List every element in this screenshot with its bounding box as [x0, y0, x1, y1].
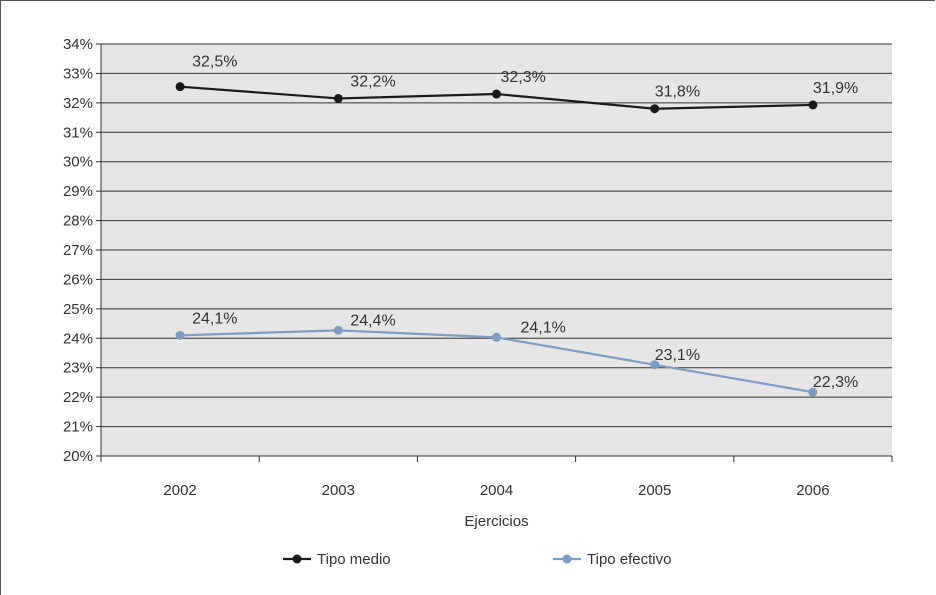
data-label: 32,3% — [501, 69, 546, 86]
y-tick-label: 25% — [63, 301, 93, 318]
y-tick-label: 33% — [63, 65, 93, 82]
data-point — [333, 325, 343, 335]
x-tick-label: 2006 — [796, 482, 829, 499]
y-axis-tick-labels: 20% 21% 22% 23% 24% 25% 26% 27% 28% 29% 30% 31% 32% 3… — [63, 36, 93, 465]
x-tick-label: 2005 — [638, 482, 671, 499]
data-label: 32,5% — [192, 54, 237, 71]
data-label: 24,1% — [521, 319, 566, 336]
data-label: 31,9% — [813, 80, 858, 97]
legend: Tipo medio Tipo efectivo — [283, 551, 672, 568]
data-point — [650, 104, 660, 114]
legend-marker — [562, 554, 572, 564]
y-tick-label: 34% — [63, 36, 93, 53]
data-point — [650, 360, 660, 370]
y-tick-label: 24% — [63, 330, 93, 347]
x-tick-label: 2002 — [163, 482, 196, 499]
legend-marker — [292, 554, 302, 564]
data-label: 23,1% — [655, 347, 700, 364]
data-point — [492, 89, 501, 99]
legend-label: Tipo medio — [317, 551, 391, 568]
y-tick-label: 31% — [63, 124, 93, 141]
y-tick-label: 27% — [63, 242, 93, 259]
legend-item: Tipo medio — [283, 551, 391, 568]
x-axis-tick-labels: 2002 2003 2004 2005 2006 — [163, 482, 829, 499]
axes — [96, 43, 893, 462]
data-point — [808, 387, 818, 397]
series-tipo-efectivo: 24,1% 24,4% 24,1% 23,1% 22,3% — [175, 310, 858, 397]
data-point — [175, 82, 185, 92]
data-label: 32,2% — [350, 73, 395, 90]
y-tick-label: 26% — [63, 271, 93, 288]
legend-item: Tipo efectivo — [553, 551, 672, 568]
y-tick-label: 20% — [63, 448, 93, 465]
y-tick-label: 30% — [63, 154, 93, 171]
y-tick-label: 29% — [63, 183, 93, 200]
data-point — [492, 332, 501, 342]
data-label: 31,8% — [655, 84, 700, 101]
series-tipo-medio: 32,5% 32,2% 32,3% 31,8% 31,9% — [175, 54, 858, 114]
series-group: 32,5%32,2% 32,3%31,8% 31,9%24,1% 24,4% 24,1%… — [175, 54, 858, 397]
data-point — [333, 93, 343, 103]
data-label: 24,1% — [192, 310, 237, 327]
y-tick-label: 21% — [63, 419, 93, 436]
data-point — [175, 330, 185, 340]
x-tick-label: 2004 — [480, 482, 513, 499]
y-tick-label: 28% — [63, 213, 93, 230]
data-label: 22,3% — [813, 374, 858, 391]
legend-label: Tipo efectivo — [587, 551, 672, 568]
x-axis-title: Ejercicios — [464, 513, 528, 530]
data-label: 24,4% — [350, 312, 395, 329]
y-tick-label: 22% — [63, 389, 93, 406]
data-point — [808, 100, 818, 110]
y-tick-label: 23% — [63, 360, 93, 377]
y-tick-label: 32% — [63, 95, 93, 112]
x-tick-label: 2003 — [322, 482, 355, 499]
